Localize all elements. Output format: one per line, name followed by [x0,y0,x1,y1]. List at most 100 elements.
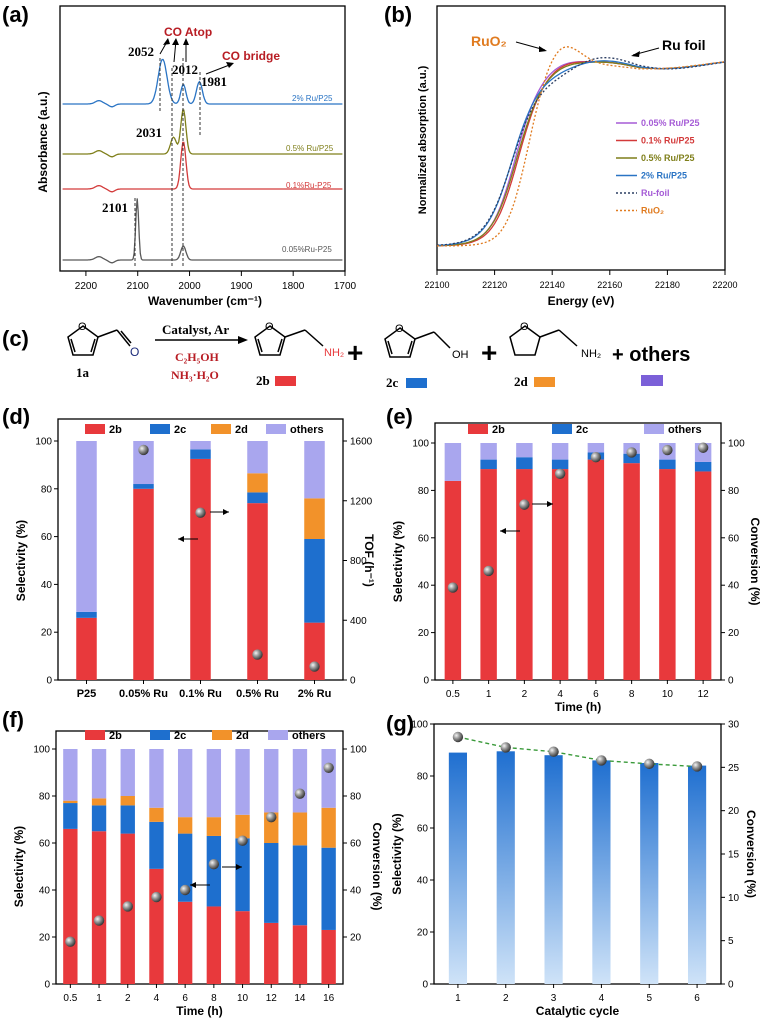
panel-a-xticks: 2200 2100 2000 1900 1800 1700 [75,271,357,292]
label-05pct: 0.5% Ru/P25 [286,144,334,153]
bar-2d-1 [91,798,107,806]
panel-b-label: (b) [384,2,412,27]
peak-label-1981: 1981 [201,74,227,89]
xtick-label: 14 [294,993,306,1004]
conversion-point [447,582,459,593]
legend-swatch [266,424,286,434]
xlabel: Time (h) [176,1004,222,1018]
conversion-point [252,649,263,660]
label-1a: 1a [76,365,90,380]
label-2b: 2b [256,373,270,388]
legend-label: others [290,424,324,436]
legend-label: 2d [235,424,248,436]
bar-others-P25 [76,441,97,612]
ytick-label: 40 [417,876,429,887]
panel-b-ylabel: Normalized absorption (a.u.) [417,65,429,214]
bar-2b-12 [264,922,279,984]
ir-curve-3 [62,198,343,264]
xtick-label: 4 [599,993,605,1004]
peak-label-2012: 2012 [172,62,198,77]
xtick-label: 10 [662,689,674,700]
bar-2c-4 [149,821,164,869]
conversion-point [65,936,76,947]
conversion-point [309,661,320,672]
bar-2c-05Ru [247,492,268,504]
a-xtick-label: 2000 [178,281,201,292]
bar-2b-8 [206,906,222,984]
nh2-2b: NH₂ [324,347,344,359]
conversion-point [93,915,105,926]
ytick-label: 20 [41,628,53,639]
conversion-point [151,891,162,903]
xtick-label: 0.5% Ru [236,688,279,700]
ytick-label: 0 [46,676,52,687]
xtick-label: 16 [323,993,335,1004]
bar-others-4 [551,443,569,460]
bar-2c-6 [177,833,193,902]
bar-others-2Ru [304,441,325,499]
panel-b-xlabel: Energy (eV) [548,294,615,308]
legend-swatch [85,424,105,434]
xtick-label: 8 [211,993,217,1004]
b-xtick-label: 22120 [482,280,507,290]
ytick-label: 100 [412,439,429,450]
b-legend-text: RuO₂ [641,206,664,216]
xtick-label: 1 [486,689,492,700]
y2tick-label: 60 [350,839,362,850]
bar-2c-16 [321,847,336,930]
bar-2d-6 [177,817,193,834]
legend-swatch [211,424,231,434]
ammonia-condition: NH₃·H₂O [171,368,219,382]
bar-2c-10 [235,838,250,912]
ru-foil-annotation: Ru foil [662,37,706,53]
legend-swatch [85,730,105,740]
conversion-point [691,761,703,772]
plus-1: + [347,337,363,368]
bar-2b-05Ru [247,503,268,680]
conversion-point [697,442,709,453]
xanes-curve-5 [437,46,726,247]
label-2d: 2d [514,374,529,389]
y2tick-label: 0 [350,676,356,687]
conversion-point [519,499,530,510]
bar-2d-10 [235,814,250,839]
bar-2b-6 [587,459,605,680]
label-2c: 2c [386,375,399,390]
panel-a-curves [62,58,343,264]
bar-2c-1 [91,805,107,832]
furan-o-2c: O [395,323,404,335]
panel-c-label: (c) [2,326,29,351]
ylabel: Selectivity (%) [391,521,405,602]
bar-2d-14 [292,812,308,846]
legend-label: 2b [109,424,122,436]
y2tick-label: 100 [350,745,367,756]
ytick-label: 20 [39,933,51,944]
conversion-point [237,835,248,846]
bar-others-01Ru [190,441,211,450]
bar-2b-1 [91,831,107,984]
y2tick-label: 30 [728,720,740,731]
conversion-point [483,565,494,577]
bar-2b-2Ru [304,622,325,680]
ru-foil-arrow-head [631,51,640,57]
axis-arrow-head [236,864,242,870]
bar-2d-2Ru [304,498,325,539]
xtick-label: 2 [503,993,509,1004]
xtick-label: 0.05% Ru [119,688,168,700]
bar-cycle-2 [496,751,515,984]
conversion-point [179,884,191,896]
b-legend-text: Ru-foil [641,188,670,198]
conversion-point [500,742,511,753]
aldehyde-o: O [130,345,139,359]
bar-others-05 [63,749,78,801]
ytick-label: 40 [39,886,51,897]
conversion-point [122,901,133,912]
catalyst-condition: Catalyst, Ar [162,322,229,337]
swatch-2d [534,377,555,387]
ytick-label: 20 [418,628,430,639]
furan-o-2b: O [265,321,274,333]
thf-amine-structure [509,325,578,356]
label-2pct: 2% Ru/P25 [292,94,333,103]
conversion-point [195,507,206,518]
legend-swatch [212,730,232,740]
